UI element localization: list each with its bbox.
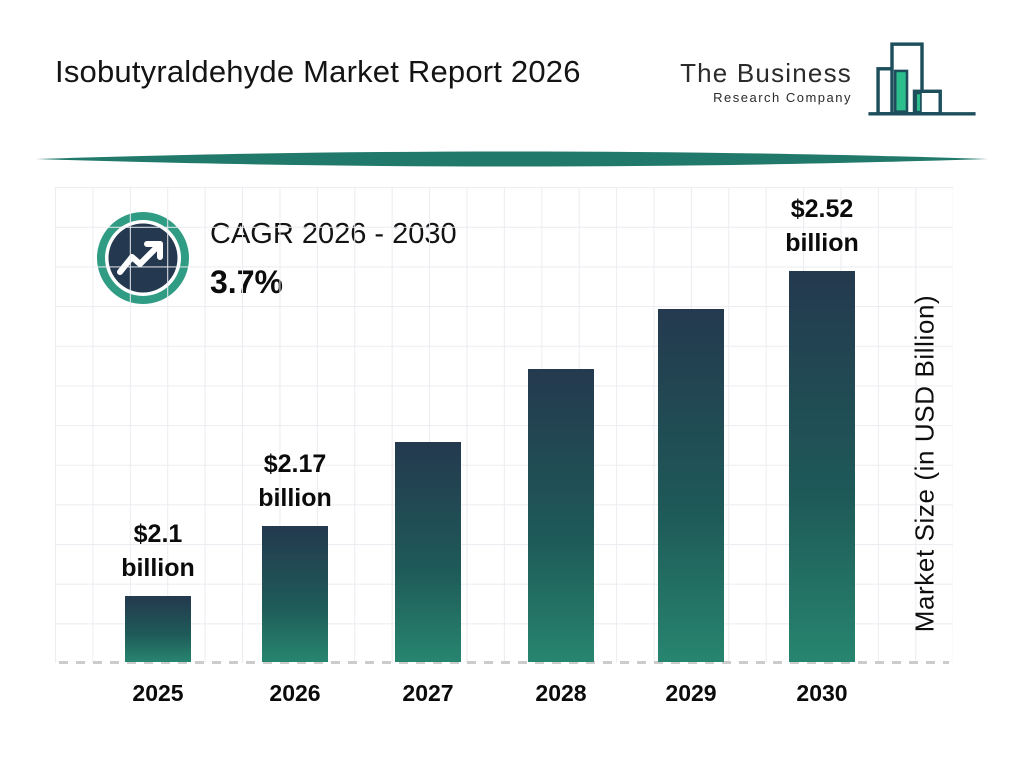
bar-chart-logo-icon [868,42,976,116]
divider-line [36,151,988,167]
page-title: Isobutyraldehyde Market Report 2026 [55,54,581,89]
x-axis-baseline [59,661,949,664]
bar-2030 [789,271,855,662]
bar-2026 [262,526,328,662]
bar-2025 [125,596,191,662]
logo-company-subname: Research Company [713,90,852,105]
x-axis-label-2030: 2030 [796,680,848,706]
x-axis-label-2028: 2028 [535,680,587,706]
logo-company-name: The Business [680,58,852,88]
bar-2027 [395,442,461,662]
bar-chart: $2.1 billion $2.17 billion $2.52 billion [55,187,953,664]
logo-text: The Business Research Company [680,58,852,105]
bar-2029 [658,309,724,662]
bar-2028 [528,369,594,662]
x-axis-label-2025: 2025 [132,680,184,706]
y-axis-title: Market Size (in USD Billion) [909,294,940,633]
x-axis-label-2029: 2029 [665,680,717,706]
company-logo: The Business Research Company [680,42,986,117]
x-axis-label-2026: 2026 [269,680,321,706]
x-axis-labels: 2025 2026 2027 2028 2029 2030 [55,680,953,720]
bar-value-label-2026: $2.17 billion [258,450,332,512]
x-axis-label-2027: 2027 [402,680,454,706]
bar-value-label-2025: $2.1 billion [121,520,195,582]
bar-value-label-2030: $2.52 billion [785,195,859,257]
